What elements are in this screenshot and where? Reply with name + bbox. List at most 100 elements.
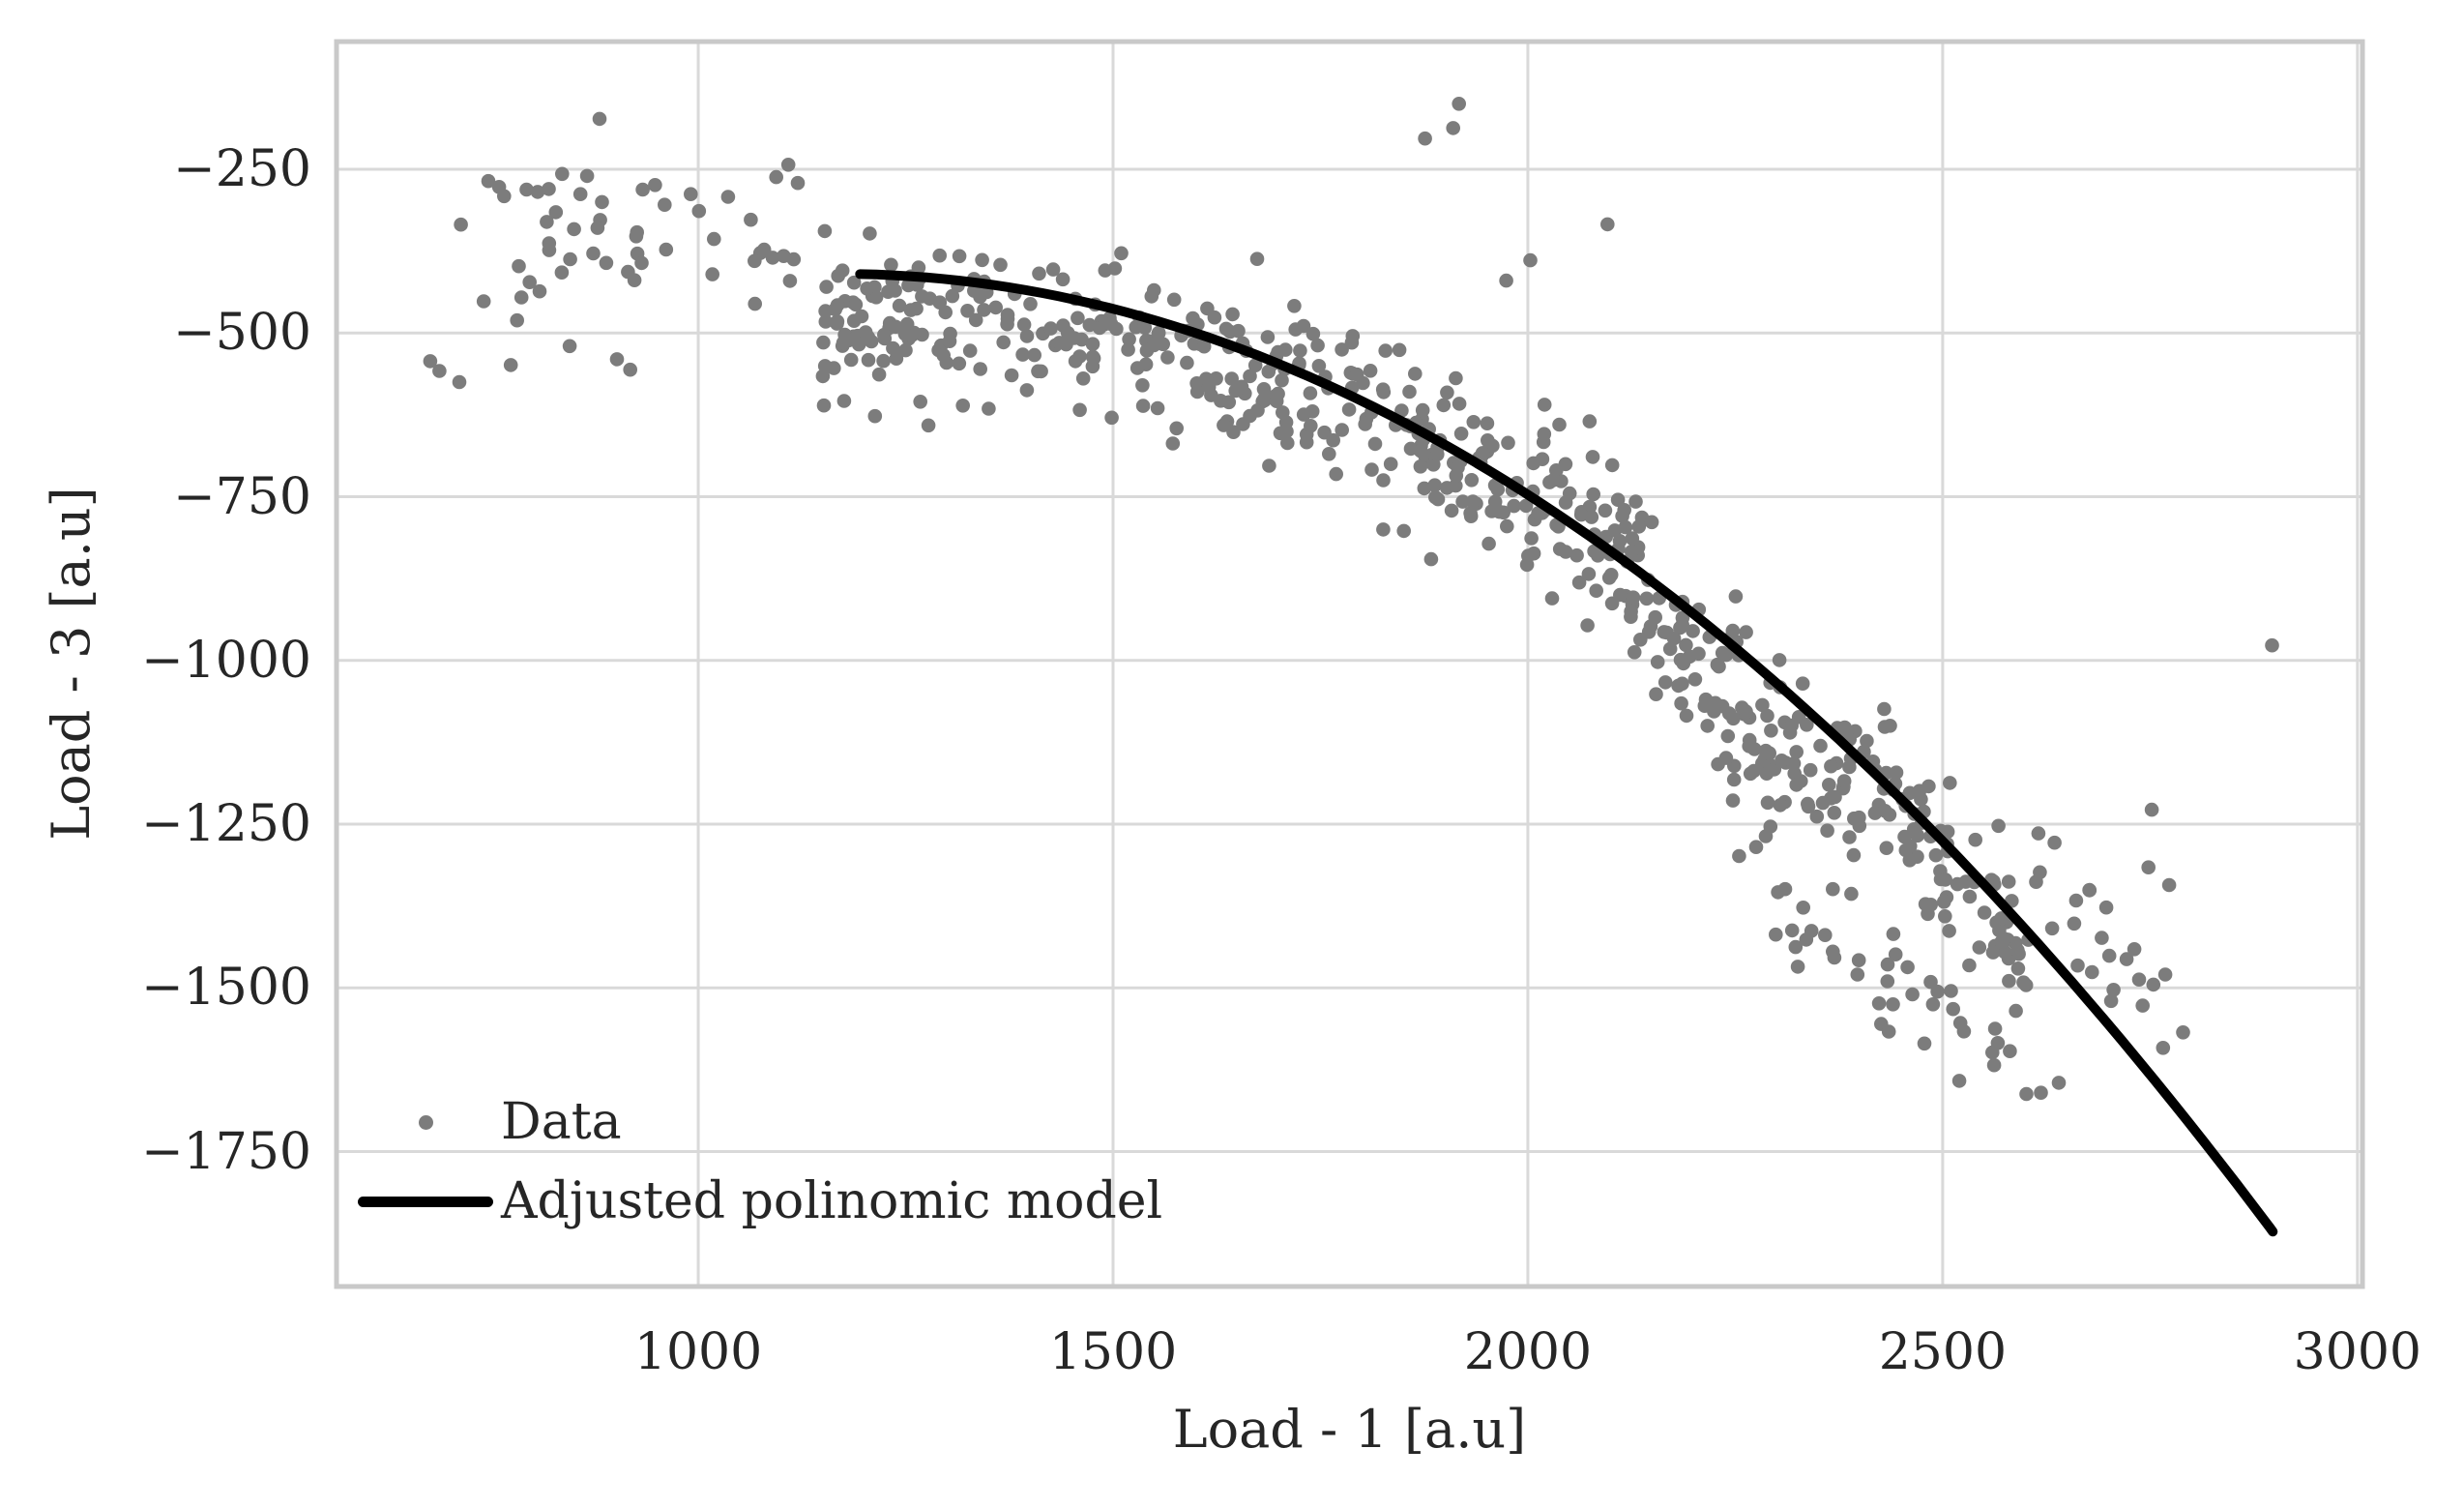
data-point	[932, 248, 947, 263]
data-point	[1150, 400, 1165, 416]
data-point	[1986, 1057, 2002, 1073]
data-point	[1847, 811, 1862, 826]
data-point	[1728, 589, 1744, 604]
data-point	[892, 298, 907, 313]
data-point	[2034, 1085, 2048, 1100]
data-point	[1097, 317, 1112, 332]
data-point	[1086, 351, 1101, 366]
data-point	[1700, 719, 1715, 733]
data-point	[831, 268, 845, 283]
data-point	[630, 224, 644, 240]
legend: Data Adjusted polinomic model	[358, 1082, 1162, 1241]
data-point	[1598, 503, 1613, 518]
data-point	[1772, 653, 1787, 667]
data-point	[2157, 967, 2173, 982]
data-point	[1828, 789, 1842, 805]
data-point	[1518, 498, 1534, 514]
data-point	[1098, 263, 1113, 278]
data-point	[1801, 799, 1816, 814]
data-point	[1826, 944, 1840, 960]
data-point	[1631, 519, 1647, 534]
data-point	[586, 246, 601, 261]
data-point	[1581, 567, 1597, 581]
data-point	[648, 178, 662, 192]
y-tick-label: −750	[173, 467, 311, 526]
data-point	[769, 169, 783, 185]
data-point	[1423, 551, 1439, 567]
data-point	[519, 182, 534, 197]
data-point	[1794, 774, 1808, 788]
data-point	[1571, 575, 1587, 590]
data-point	[1326, 432, 1340, 448]
y-tick-label: −1000	[141, 631, 311, 690]
data-point	[1639, 591, 1655, 606]
data-point	[1243, 408, 1257, 424]
y-tick-label: −250	[173, 140, 311, 199]
data-point	[1962, 958, 1977, 973]
data-point	[1296, 318, 1311, 334]
data-point	[1994, 934, 2009, 950]
data-point	[993, 257, 1008, 273]
data-point	[1275, 372, 1289, 388]
data-point	[1604, 458, 1620, 473]
data-point	[1524, 531, 1539, 546]
data-point	[1773, 798, 1788, 813]
data-point	[975, 252, 989, 268]
data-point	[1449, 478, 1463, 493]
data-point	[818, 314, 834, 329]
data-point	[1204, 388, 1218, 402]
data-point	[1196, 339, 1212, 354]
y-tick-label: −1500	[141, 959, 311, 1018]
data-point	[2002, 973, 2016, 989]
data-point	[1625, 531, 1640, 546]
data-point	[1415, 402, 1430, 418]
data-point	[2082, 883, 2097, 898]
model-line-icon	[358, 1196, 493, 1207]
data-point	[1624, 604, 1638, 619]
data-point	[2033, 865, 2047, 880]
y-tick-label: −1250	[141, 795, 311, 854]
legend-swatch-model	[358, 1196, 493, 1207]
data-point	[1262, 458, 1276, 473]
data-point	[1523, 252, 1538, 268]
data-point	[955, 399, 970, 413]
data-point	[476, 294, 491, 309]
data-point	[1985, 1045, 2000, 1060]
data-point	[2044, 921, 2060, 936]
data-point	[1004, 368, 1019, 383]
data-point	[977, 303, 991, 317]
data-point	[1584, 510, 1599, 524]
data-point	[1718, 751, 1734, 765]
data-point	[1485, 438, 1500, 454]
data-point	[816, 335, 831, 350]
data-point	[1732, 848, 1746, 864]
data-point	[1413, 443, 1428, 458]
data-point	[1481, 536, 1496, 551]
data-point	[1956, 1024, 1972, 1039]
data-point	[1775, 754, 1789, 768]
data-point	[1937, 895, 1951, 909]
data-point	[530, 185, 545, 199]
data-point	[1628, 494, 1643, 509]
data-point	[1991, 818, 2006, 834]
data-point	[1499, 273, 1513, 288]
data-point	[830, 298, 845, 312]
data-point	[1055, 272, 1071, 287]
data-point	[1200, 301, 1215, 316]
data-point	[1453, 427, 1469, 441]
data-point	[1436, 398, 1452, 413]
data-point	[1378, 343, 1393, 358]
data-point	[2047, 835, 2062, 850]
data-point	[542, 236, 557, 251]
data-point	[913, 395, 927, 409]
data-point	[942, 334, 957, 349]
data-point	[497, 189, 512, 204]
data-point	[567, 222, 581, 237]
data-point	[1144, 289, 1159, 304]
data-point	[877, 331, 893, 346]
data-point	[1679, 637, 1693, 653]
data-point	[854, 309, 869, 324]
data-point	[1276, 405, 1290, 420]
data-point	[2141, 860, 2156, 874]
